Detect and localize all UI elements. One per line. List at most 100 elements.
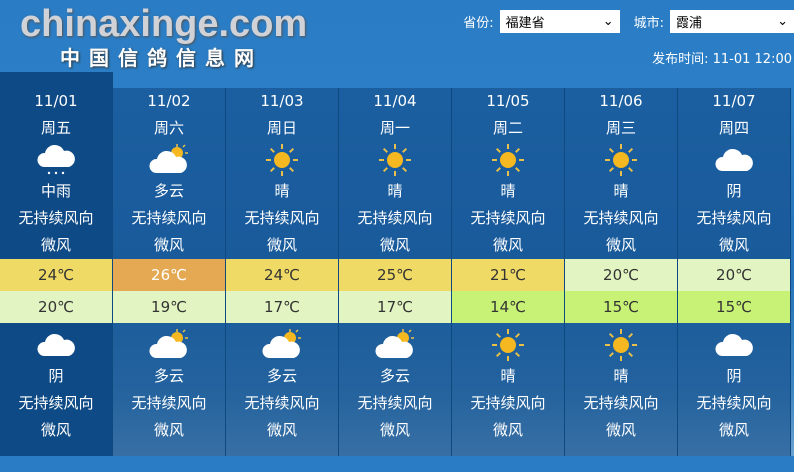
night-wind: 微风 — [379, 421, 410, 439]
night-wind-direction: 无持续风向 — [470, 394, 546, 412]
day-wind-direction: 无持续风向 — [696, 209, 772, 227]
date: 11/03 — [260, 92, 304, 110]
day-wind: 微风 — [492, 236, 523, 254]
day-wind-direction: 无持续风向 — [244, 209, 320, 227]
day-wind-direction: 无持续风向 — [470, 209, 546, 227]
day-column: 11/03 周日 晴 无持续风向 微风 24℃ 17℃ 多云 无持续风向 微风 — [226, 88, 339, 456]
publish-label: 发布时间: — [652, 52, 709, 67]
forecast-grid: 11/01 周五 中雨 无持续风向 微风 24℃ 20℃ 阴 无持续风向 微风 … — [0, 72, 791, 472]
night-condition: 阴 — [48, 367, 64, 385]
day-column: 11/04 周一 晴 无持续风向 微风 25℃ 17℃ 多云 无持续风向 微风 — [339, 88, 452, 456]
high-temp: 24℃ — [226, 259, 338, 291]
low-temp: 15℃ — [678, 291, 790, 323]
province-value: 福建省 — [505, 16, 545, 31]
day-wind: 微风 — [266, 236, 297, 254]
partly-cloudy-icon — [113, 327, 225, 363]
date: 11/05 — [486, 92, 530, 110]
day-condition: 晴 — [613, 182, 629, 200]
night-wind: 微风 — [718, 421, 749, 439]
high-temp: 25℃ — [339, 259, 451, 291]
day-column: 11/06 周三 晴 无持续风向 微风 20℃ 15℃ 晴 无持续风向 微风 — [565, 88, 678, 456]
low-temp: 20℃ — [0, 291, 112, 323]
sun-icon — [339, 142, 451, 178]
low-temp: 17℃ — [339, 291, 451, 323]
chevron-down-icon: ⌄ — [777, 14, 788, 29]
night-condition: 晴 — [613, 367, 629, 385]
date: 11/04 — [373, 92, 417, 110]
date: 11/06 — [599, 92, 643, 110]
watermark-logo: chinaxinge.com — [20, 3, 308, 45]
high-temp: 24℃ — [0, 259, 112, 291]
day-wind-direction: 无持续风向 — [131, 209, 207, 227]
cloud-icon — [678, 142, 790, 178]
date: 11/01 — [34, 92, 78, 110]
night-wind-direction: 无持续风向 — [131, 394, 207, 412]
date: 11/02 — [147, 92, 191, 110]
weekday: 周四 — [718, 119, 749, 137]
night-wind: 微风 — [605, 421, 636, 439]
province-select[interactable]: 福建省 ⌄ — [499, 10, 620, 33]
night-wind-direction: 无持续风向 — [244, 394, 320, 412]
rain-cloud-icon — [0, 142, 112, 178]
day-column: 11/07 周四 阴 无持续风向 微风 20℃ 15℃ 阴 无持续风向 微风 — [678, 88, 791, 456]
day-wind-direction: 无持续风向 — [18, 209, 94, 227]
day-condition: 阴 — [726, 182, 742, 200]
day-condition: 晴 — [387, 182, 403, 200]
night-wind: 微风 — [266, 421, 297, 439]
night-condition: 阴 — [726, 367, 742, 385]
night-condition: 多云 — [266, 367, 297, 385]
location-selector: 省份: 福建省 ⌄ 城市: 霞浦 ⌄ — [449, 10, 794, 33]
night-wind-direction: 无持续风向 — [357, 394, 433, 412]
high-temp: 20℃ — [678, 259, 790, 291]
low-temp: 15℃ — [565, 291, 677, 323]
weekday: 周二 — [492, 119, 523, 137]
sun-icon — [452, 142, 564, 178]
partly-cloudy-icon — [226, 327, 338, 363]
weekday: 周五 — [40, 119, 71, 137]
weekday: 周日 — [266, 119, 297, 137]
night-wind: 微风 — [492, 421, 523, 439]
weekday: 周一 — [379, 119, 410, 137]
low-temp: 19℃ — [113, 291, 225, 323]
day-wind-direction: 无持续风向 — [583, 209, 659, 227]
weekday: 周三 — [605, 119, 636, 137]
city-select[interactable]: 霞浦 ⌄ — [670, 10, 794, 33]
day-condition: 晴 — [274, 182, 290, 200]
day-column: 11/01 周五 中雨 无持续风向 微风 24℃ 20℃ 阴 无持续风向 微风 — [0, 72, 113, 456]
night-wind: 微风 — [153, 421, 184, 439]
day-wind: 微风 — [605, 236, 636, 254]
watermark-subtitle: 中国信鸽信息网 — [60, 46, 263, 70]
sun-icon — [565, 327, 677, 363]
day-wind: 微风 — [379, 236, 410, 254]
high-temp: 20℃ — [565, 259, 677, 291]
publish-time: 发布时间: 11-01 12:00 — [652, 48, 792, 67]
day-condition: 中雨 — [40, 182, 71, 200]
day-condition: 晴 — [500, 182, 516, 200]
cloud-icon — [0, 327, 112, 363]
night-wind-direction: 无持续风向 — [18, 394, 94, 412]
night-condition: 多云 — [379, 367, 410, 385]
high-temp: 21℃ — [452, 259, 564, 291]
partly-cloudy-icon — [339, 327, 451, 363]
day-condition: 多云 — [153, 182, 184, 200]
day-wind: 微风 — [40, 236, 71, 254]
sun-icon — [452, 327, 564, 363]
cloud-icon — [678, 327, 790, 363]
chevron-down-icon: ⌄ — [602, 14, 614, 29]
high-temp: 26℃ — [113, 259, 225, 291]
night-wind-direction: 无持续风向 — [696, 394, 772, 412]
weekday: 周六 — [153, 119, 184, 137]
day-wind-direction: 无持续风向 — [357, 209, 433, 227]
province-label: 省份: — [463, 16, 494, 31]
publish-value: 11-01 12:00 — [712, 52, 792, 67]
city-value: 霞浦 — [676, 16, 703, 31]
day-column: 11/05 周二 晴 无持续风向 微风 21℃ 14℃ 晴 无持续风向 微风 — [452, 88, 565, 456]
night-condition: 多云 — [153, 367, 184, 385]
sun-icon — [565, 142, 677, 178]
night-condition: 晴 — [500, 367, 516, 385]
day-wind: 微风 — [153, 236, 184, 254]
partly-cloudy-icon — [113, 142, 225, 178]
day-column: 11/02 周六 多云 无持续风向 微风 26℃ 19℃ 多云 无持续风向 微风 — [113, 88, 226, 456]
night-wind: 微风 — [40, 421, 71, 439]
night-wind-direction: 无持续风向 — [583, 394, 659, 412]
